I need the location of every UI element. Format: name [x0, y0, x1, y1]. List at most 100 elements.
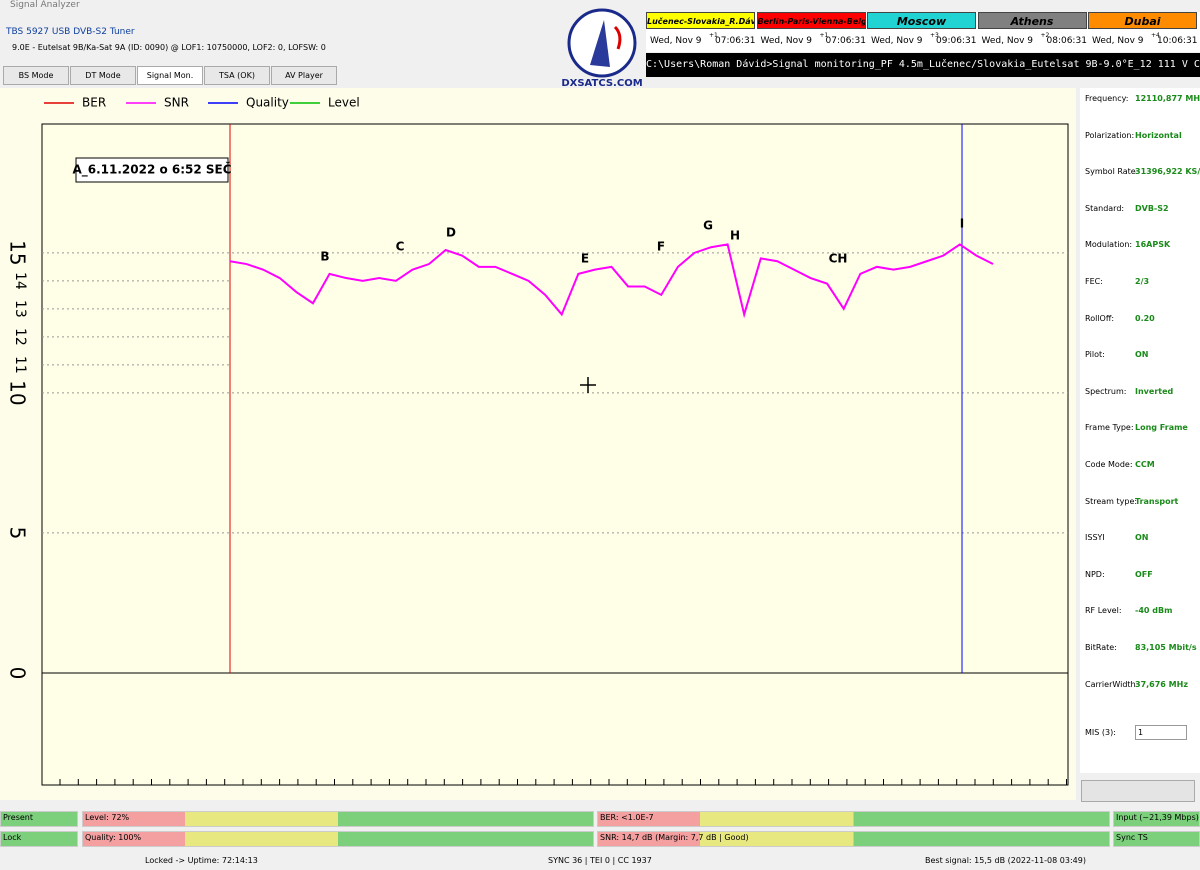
window-title: Signal Analyzer	[10, 0, 80, 10]
param-label: MIS (3):	[1085, 728, 1116, 738]
param-value: 16APSK	[1135, 240, 1171, 250]
param-value: CCM	[1135, 460, 1155, 469]
param-label: Modulation:	[1085, 240, 1133, 250]
param-value: 12110,877 MHz	[1135, 94, 1200, 103]
param-label: Spectrum:	[1085, 386, 1127, 396]
param-label: Stream type:	[1085, 496, 1138, 506]
status-quality: Quality: 100%	[82, 831, 594, 847]
footer-text: Locked -> Uptime: 72:14:13	[145, 856, 258, 865]
tab[interactable]: Signal Mon.	[137, 66, 203, 85]
y-tick-label: 5	[6, 527, 30, 540]
status-sync: Sync TS	[1113, 831, 1200, 847]
status-present: Present	[0, 811, 78, 827]
param-label: Standard:	[1085, 203, 1125, 213]
param-label: Symbol Rate:	[1085, 167, 1139, 177]
footer-text: Best signal: 15,5 dB (2022-11-08 03:49)	[925, 856, 1086, 865]
status-lock: Lock	[0, 831, 78, 847]
clock-city: Dubai	[1088, 12, 1197, 29]
annotation: G	[703, 219, 713, 233]
clock-offset: +3	[930, 32, 939, 39]
clock-offset: +1	[819, 32, 829, 39]
legend-label: Quality	[246, 96, 289, 110]
annotation: A_6.11.2022 o 6:52 SEČ	[72, 162, 231, 178]
logo-text: DXSATCS.COM	[561, 78, 642, 89]
device: TBS 5927 USB DVB-S2 Tuner	[6, 27, 135, 37]
legend-label: Level	[328, 96, 360, 110]
param-value: Horizontal	[1135, 130, 1182, 140]
clock-city: Lučenec-Slovakia_R.Dávid	[646, 12, 755, 29]
annotation: F	[657, 240, 665, 254]
footer: Locked -> Uptime: 72:14:13 SYNC 36 | TEI …	[0, 856, 1200, 870]
annotation: C	[396, 240, 405, 254]
param-label: FEC:	[1085, 277, 1103, 286]
param-label: Frame Type:	[1085, 423, 1134, 433]
tab[interactable]: AV Player	[271, 66, 337, 85]
param-value: Transport	[1135, 496, 1179, 506]
clock-date: Wed, Nov 9	[1092, 36, 1144, 46]
status-input: Input (~21,39 Mbps)	[1113, 811, 1200, 827]
param-value: 2/3	[1135, 277, 1150, 286]
tab[interactable]: DT Mode	[70, 66, 136, 85]
clock-date: Wed, Nov 9	[981, 36, 1034, 46]
annotation-box	[75, 157, 229, 183]
clock-city: Athens	[977, 12, 1087, 29]
clock-date: Wed, Nov 9	[650, 36, 702, 46]
annotation: B	[320, 250, 329, 264]
param-value: -40 dBm	[1135, 606, 1173, 616]
param-label: Code Mode:	[1085, 460, 1133, 469]
clock-offset: +4	[1151, 32, 1160, 39]
clocks: Lučenec-Slovakia_R.Dávid Wed, Nov 9 +1 07:0…	[646, 12, 1200, 52]
tab[interactable]: BS Mode	[3, 66, 69, 85]
annotation: D	[446, 226, 456, 240]
status-level: Level: 72%	[82, 811, 594, 827]
param-value[interactable]: 1	[1135, 725, 1187, 741]
parameters-panel: Frequency: 12110,877 MHz Polarization: Hori…	[1080, 88, 1200, 773]
param-value: Inverted	[1135, 386, 1174, 396]
cursor	[580, 377, 596, 393]
param-value: ON	[1135, 533, 1149, 543]
y-tick-label: 15	[6, 240, 30, 265]
annotation: CH	[829, 252, 848, 266]
y-tick-label: 11	[12, 356, 28, 374]
clock-time: 09:06:31	[936, 36, 977, 46]
param-value: OFF	[1135, 569, 1153, 579]
y-tick-label: 0	[6, 667, 30, 680]
device-info: 9.0E - Eutelsat 9B/Ka-Sat 9A (ID: 0090) …	[12, 43, 326, 52]
snr-line	[229, 243, 994, 319]
param-label: Pilot:	[1085, 350, 1105, 360]
tab[interactable]: TSA (OK)	[204, 66, 270, 85]
chart: 0 5 10 11 12 13 14 15 BER SNR Quality Level A_6.11.2…	[0, 88, 1076, 800]
clock-city: Berlin-Paris-Vienna-Belgrade	[756, 12, 866, 29]
clock-offset: +2	[1040, 32, 1050, 39]
param-label: ISSYI	[1085, 533, 1105, 543]
param-label: Frequency:	[1085, 94, 1129, 103]
logo: DXSATCS.COM	[561, 8, 643, 89]
y-tick-label: 14	[12, 272, 28, 290]
status-snr: SNR: 14,7 dB (Margin: 7,7 dB | Good)	[597, 831, 1110, 847]
clock-time: 07:06:31	[825, 36, 866, 46]
param-value: 31396,922 KS/s	[1135, 167, 1200, 177]
y-tick-label: 12	[12, 328, 28, 346]
y-tick-label: 10	[6, 380, 30, 405]
param-value: ON	[1135, 350, 1149, 360]
clock-time: 07:06:31	[715, 36, 756, 46]
param-label: CarrierWidth:	[1085, 679, 1139, 689]
param-label: RF Level:	[1085, 606, 1122, 616]
panel-button[interactable]	[1081, 780, 1195, 802]
clock-offset: +1	[709, 32, 718, 39]
param-label: NPD:	[1085, 569, 1105, 579]
param-value: 0.20	[1135, 313, 1155, 323]
footer-text: SYNC 36 | TEI 0 | CC 1937	[548, 856, 652, 865]
legend-label: SNR	[164, 96, 189, 110]
clock-time: 08:06:31	[1046, 36, 1087, 46]
clock-date: Wed, Nov 9	[760, 36, 813, 46]
status-ber: BER: <1.0E-7	[597, 811, 1110, 827]
param-label: RollOff:	[1085, 313, 1115, 323]
command-line: C:\Users\Roman Dávid>Signal monitoring_P…	[646, 53, 1200, 77]
annotation: H	[730, 229, 740, 243]
param-label: BitRate:	[1085, 643, 1117, 652]
param-value: 83,105 Mbit/s	[1135, 643, 1197, 652]
clock-city: Moscow	[867, 12, 976, 29]
plot-area	[41, 123, 1069, 786]
